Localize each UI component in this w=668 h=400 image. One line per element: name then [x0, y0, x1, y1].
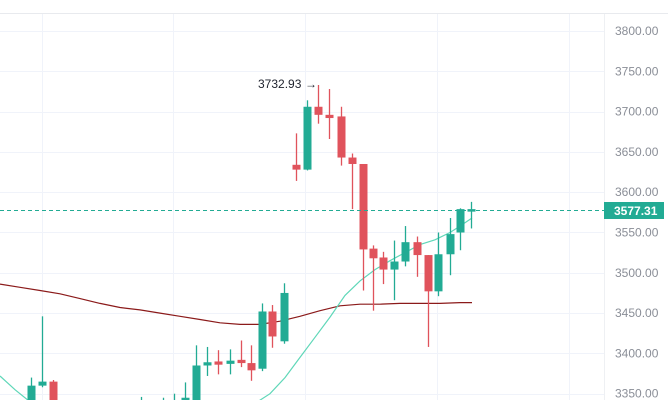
price-axis-label: 3500.00 — [615, 266, 659, 280]
candle — [258, 303, 267, 372]
candle — [401, 226, 410, 267]
price-axis-label: 3700.00 — [615, 105, 659, 119]
price-axis-label: 3800.00 — [615, 24, 659, 38]
price-axis-label: 3650.00 — [615, 145, 659, 159]
candle — [359, 163, 368, 291]
candle — [446, 217, 455, 276]
candle — [337, 106, 346, 166]
candle — [192, 345, 201, 400]
candle — [38, 316, 47, 388]
candle — [280, 283, 289, 344]
candle — [379, 251, 388, 285]
price-axis-label: 3350.00 — [615, 387, 659, 400]
price-tag-background — [604, 202, 664, 219]
candle — [173, 393, 176, 400]
candle — [268, 305, 277, 348]
candle — [226, 349, 235, 375]
price-axis-label: 3600.00 — [615, 185, 659, 199]
slow-moving-average-line — [0, 283, 472, 325]
candle — [390, 240, 399, 301]
candle — [348, 153, 357, 210]
candle — [203, 346, 212, 376]
candle — [456, 208, 465, 251]
price-axis-label: 3400.00 — [615, 346, 659, 360]
price-axis-label: 3750.00 — [615, 64, 659, 78]
candle — [325, 89, 334, 140]
candle — [467, 201, 476, 229]
fast-moving-average-line — [0, 217, 473, 400]
current-price-label: 3577.31 — [614, 204, 658, 218]
candle — [424, 255, 433, 347]
candle — [27, 377, 36, 400]
price-axis-label: 3450.00 — [615, 306, 659, 320]
candle — [181, 382, 190, 400]
candle — [314, 85, 323, 124]
candle — [140, 396, 143, 400]
arrow-right-icon: → — [305, 77, 317, 91]
grid-lines — [0, 13, 668, 400]
price-axis[interactable]: 3800.00 3750.00 3700.00 3650.00 3600.00 3550.… — [615, 24, 659, 400]
candle — [237, 340, 246, 368]
candle — [413, 236, 422, 277]
candles — [27, 85, 476, 400]
candle — [247, 345, 256, 381]
candle — [292, 133, 301, 181]
candle — [369, 245, 378, 311]
candle — [434, 232, 443, 297]
high-annotation-label: 3732.93 — [258, 77, 302, 91]
candle — [303, 100, 312, 171]
current-price-tag: 3577.31 — [604, 202, 664, 219]
candle — [49, 379, 58, 400]
price-axis-label: 3550.00 — [615, 226, 659, 240]
high-annotation: 3732.93 → — [258, 77, 317, 91]
candle — [214, 350, 223, 375]
